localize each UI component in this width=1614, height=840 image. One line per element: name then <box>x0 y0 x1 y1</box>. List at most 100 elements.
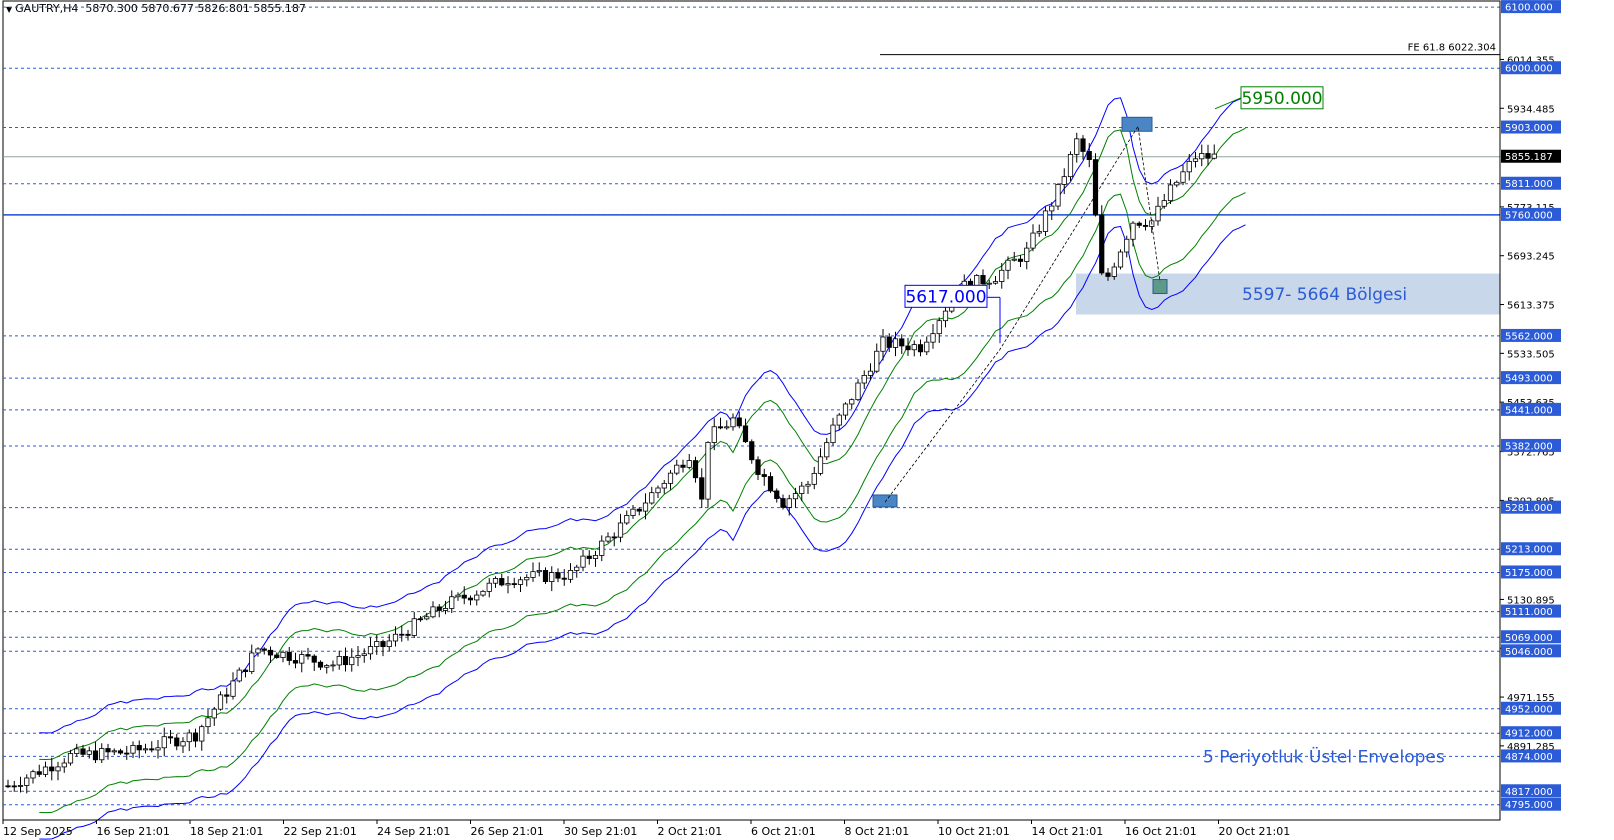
price-tick-label: 5613.375 <box>1507 301 1555 312</box>
candle-body <box>611 536 617 539</box>
level-tag <box>1501 120 1561 134</box>
candle-body <box>1080 138 1086 152</box>
candle-body <box>836 414 842 426</box>
callout-5950-label: 5950.000 <box>1241 89 1322 109</box>
candle-body <box>655 487 661 494</box>
level-tag-label: 4952.000 <box>1505 704 1553 715</box>
candle-body <box>1124 238 1130 253</box>
candle-body <box>1105 272 1111 277</box>
indicator-label: 5 Periyotluk Üstel Envelopes <box>1203 746 1445 768</box>
candle-body <box>642 502 649 512</box>
candle-body <box>499 578 505 586</box>
candle-body <box>542 570 549 582</box>
candle-body <box>617 522 624 538</box>
candle-body <box>67 753 74 764</box>
level-tag-label: 4874.000 <box>1505 752 1553 763</box>
candle-body <box>849 399 855 405</box>
candle-body <box>1011 258 1017 261</box>
level-tag-label: 5441.000 <box>1505 405 1553 416</box>
candle-body <box>86 750 92 755</box>
envelope-lower-inner <box>39 192 1246 814</box>
candle-body <box>1161 200 1167 207</box>
candle-body <box>105 748 111 753</box>
candle-body <box>411 618 417 636</box>
candle-body <box>705 442 711 500</box>
candle-body <box>1005 259 1011 271</box>
pivot-marker-start <box>872 494 898 508</box>
level-tag <box>1501 402 1561 416</box>
candle-body <box>1055 184 1061 207</box>
candle-body <box>455 594 461 598</box>
candle-body <box>461 594 467 599</box>
envelope-lower-outer <box>39 224 1246 840</box>
level-tag-label: 5213.000 <box>1505 545 1553 556</box>
candle-body <box>274 654 280 658</box>
candle-body <box>517 579 524 585</box>
candle-body <box>861 374 867 384</box>
collapse-triangle-icon[interactable]: ▼ <box>6 5 13 14</box>
candle-body <box>124 752 130 755</box>
candles <box>5 132 1217 794</box>
time-tick-label: 18 Sep 21:01 <box>190 825 263 838</box>
candle-body <box>436 606 442 611</box>
time-tick-label: 30 Sep 21:01 <box>564 825 637 838</box>
candle-body <box>899 338 905 347</box>
candle-body <box>342 655 349 666</box>
level-tag <box>1501 784 1561 798</box>
candle-body <box>680 464 686 468</box>
time-tick-label: 12 Sep 2025 <box>3 825 73 838</box>
current-price-label: 5855.187 <box>1505 152 1553 163</box>
candle-body <box>42 766 49 775</box>
zone-label: 5597- 5664 Bölgesi <box>1242 285 1407 305</box>
candle-body <box>774 490 780 499</box>
candle-body <box>330 664 336 667</box>
candle-body <box>1136 222 1142 226</box>
candle-body <box>942 310 949 322</box>
level-tag <box>1501 542 1561 556</box>
level-tag-label: 5903.000 <box>1505 123 1553 134</box>
candle-body <box>792 493 799 500</box>
time-tick-label: 8 Oct 21:01 <box>845 825 910 838</box>
candle-body <box>574 566 580 571</box>
candle-body <box>1092 159 1099 216</box>
candle-body <box>636 508 642 512</box>
candle-body <box>1205 153 1211 159</box>
candle-body <box>230 680 236 697</box>
candle-body <box>524 577 530 581</box>
candle-body <box>686 460 692 468</box>
candle-body <box>767 476 774 492</box>
candle-body <box>730 417 736 428</box>
price-tick-label: 6014.355 <box>1507 55 1555 66</box>
level-tag-label: 4817.000 <box>1505 787 1553 798</box>
level-tag-label: 5562.000 <box>1505 331 1553 342</box>
level-tag <box>1501 176 1561 190</box>
level-tag-label: 5069.000 <box>1505 633 1553 644</box>
candle-body <box>992 281 999 284</box>
candle-body <box>380 641 386 648</box>
candle-body <box>167 736 174 739</box>
candle-body <box>761 474 767 477</box>
candle-body <box>1036 231 1042 234</box>
candle-body <box>149 748 155 751</box>
candle-body <box>911 344 917 351</box>
candle-body <box>1130 222 1136 240</box>
candle-body <box>1061 176 1067 185</box>
candle-body <box>1074 138 1080 155</box>
candle-body <box>392 633 399 642</box>
candle-body <box>236 669 242 682</box>
candle-body <box>755 459 761 475</box>
candle-body <box>1042 210 1049 232</box>
candle-body <box>36 771 42 775</box>
candle-body <box>367 646 374 655</box>
envelopes-indicator <box>39 95 1246 840</box>
level-lines: FE 61.8 6022.304 <box>2 0 1501 821</box>
price-tick-label: 5533.505 <box>1507 349 1555 360</box>
candle-body <box>742 425 749 443</box>
pivot-connector <box>884 125 1161 503</box>
candle-body <box>136 745 142 751</box>
candle-body <box>192 732 199 742</box>
level-tag-label: 5382.000 <box>1505 441 1553 452</box>
price-tick-label: 5693.245 <box>1507 252 1555 263</box>
candle-body <box>11 785 17 788</box>
